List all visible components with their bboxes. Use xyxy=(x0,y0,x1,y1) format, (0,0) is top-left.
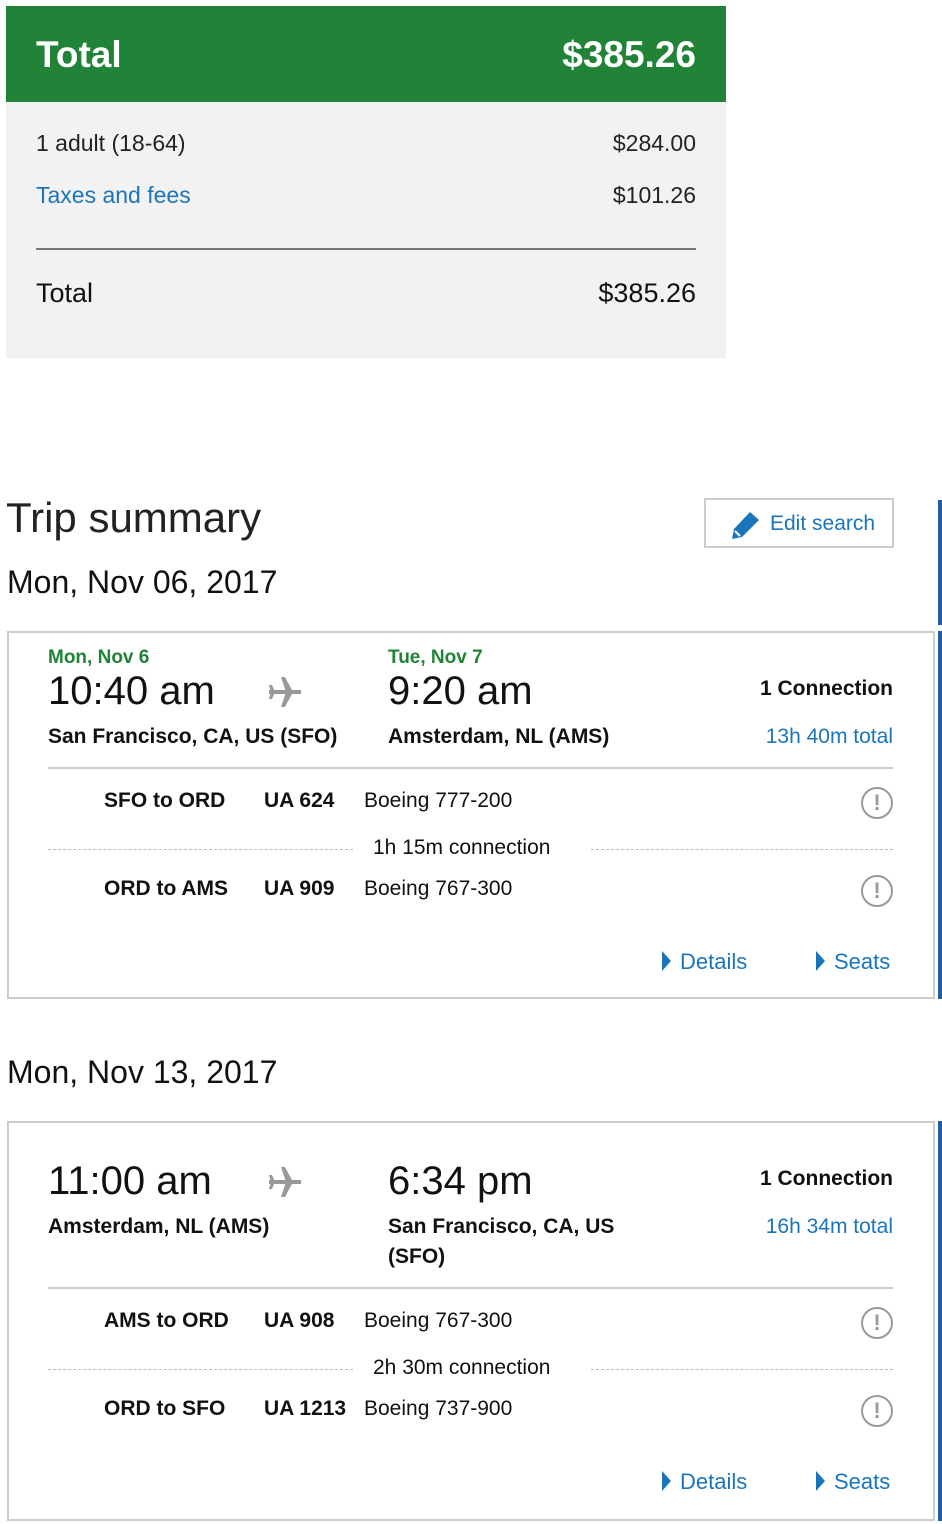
total-header-label: Total xyxy=(36,34,122,75)
segment-route: AMS to ORD xyxy=(104,1309,229,1332)
segment-route: ORD to AMS xyxy=(104,877,229,900)
flight-date-heading: Mon, Nov 13, 2017 xyxy=(7,1054,278,1090)
fare-label: 1 adult (18-64) xyxy=(36,130,186,156)
scroll-indicator xyxy=(938,631,942,999)
segment-flight-number: UA 908 xyxy=(264,1309,335,1332)
arrival-date: Tue, Nov 7 xyxy=(388,647,483,668)
segment-route: ORD to SFO xyxy=(104,1397,226,1420)
flight-card: 11:00 am 6:34 pm Amsterdam, NL (AMS) San… xyxy=(7,1121,935,1521)
divider xyxy=(48,767,893,769)
connection-count: 1 Connection xyxy=(759,1167,893,1190)
dashed-divider xyxy=(591,849,893,850)
alert-icon[interactable]: ! xyxy=(861,1395,893,1427)
seats-link[interactable]: Seats xyxy=(816,1469,890,1495)
arrival-city-code: (SFO) xyxy=(388,1245,446,1268)
departure-city: Amsterdam, NL (AMS) xyxy=(48,1215,270,1238)
airplane-icon xyxy=(269,1167,301,1197)
departure-city: San Francisco, CA, US (SFO) xyxy=(48,725,338,748)
alert-icon[interactable]: ! xyxy=(861,1307,893,1339)
dashed-divider xyxy=(48,849,353,850)
segment-route: SFO to ORD xyxy=(104,789,226,812)
scroll-indicator xyxy=(938,1121,942,1521)
total-amount: $385.26 xyxy=(598,278,696,308)
arrival-time: 6:34 pm xyxy=(388,1159,533,1203)
divider xyxy=(36,248,696,250)
taxes-amount: $101.26 xyxy=(612,182,696,208)
page-title: Trip summary xyxy=(6,494,262,541)
segment-flight-number: UA 1213 xyxy=(264,1397,347,1420)
total-header-amount: $385.26 xyxy=(562,34,696,75)
segment-aircraft: Boeing 737-900 xyxy=(364,1397,513,1420)
flight-date-heading: Mon, Nov 06, 2017 xyxy=(7,564,278,600)
flight-card: Mon, Nov 6 Tue, Nov 7 10:40 am 9:20 am San… xyxy=(7,631,935,999)
edit-search-button[interactable]: Edit search xyxy=(704,498,894,548)
arrival-city: San Francisco, CA, US xyxy=(388,1215,615,1238)
segment-flight-number: UA 624 xyxy=(264,789,335,812)
total-duration: 13h 40m total xyxy=(765,725,893,748)
dashed-divider xyxy=(48,1369,353,1370)
divider xyxy=(48,1287,893,1289)
segment-aircraft: Boeing 767-300 xyxy=(364,877,513,900)
edit-search-label: Edit search xyxy=(770,512,876,535)
details-link[interactable]: Details xyxy=(662,1469,747,1495)
arrival-time: 9:20 am xyxy=(388,669,533,713)
dashed-divider xyxy=(591,1369,893,1370)
departure-time: 10:40 am xyxy=(48,669,215,713)
seats-link[interactable]: Seats xyxy=(816,949,890,975)
layover-duration: 1h 15m connection xyxy=(373,836,551,859)
price-breakdown: 1 adult (18-64) $284.00 Taxes and fees $… xyxy=(6,102,726,358)
total-duration: 16h 34m total xyxy=(765,1215,893,1238)
alert-icon[interactable]: ! xyxy=(861,875,893,907)
details-link[interactable]: Details xyxy=(662,949,747,975)
total-label: Total xyxy=(36,278,94,308)
segment-aircraft: Boeing 767-300 xyxy=(364,1309,513,1332)
airplane-icon xyxy=(269,677,301,707)
departure-time: 11:00 am xyxy=(48,1159,212,1203)
total-header: Total $385.26 xyxy=(6,6,726,102)
segment-flight-number: UA 909 xyxy=(264,877,335,900)
pencil-icon xyxy=(732,512,759,539)
fare-amount: $284.00 xyxy=(612,130,696,156)
scroll-indicator xyxy=(938,500,942,625)
connection-count: 1 Connection xyxy=(759,677,893,700)
alert-icon[interactable]: ! xyxy=(861,787,893,819)
arrival-city: Amsterdam, NL (AMS) xyxy=(388,725,610,748)
layover-duration: 2h 30m connection xyxy=(373,1356,551,1379)
taxes-fees-link[interactable]: Taxes and fees xyxy=(36,182,191,208)
departure-date: Mon, Nov 6 xyxy=(48,647,150,668)
segment-aircraft: Boeing 777-200 xyxy=(364,789,513,812)
